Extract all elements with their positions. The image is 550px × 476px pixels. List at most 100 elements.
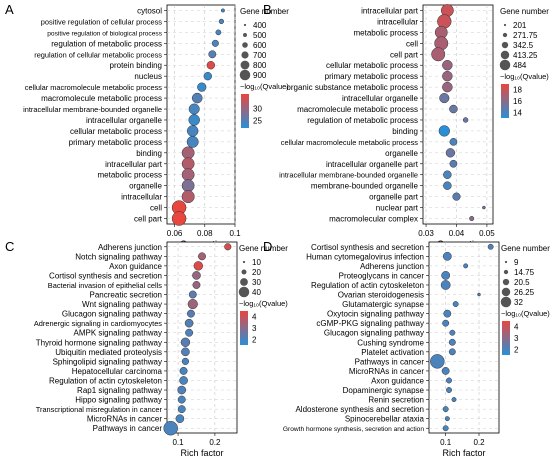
x-tick-label: 0.1 [172,438,184,447]
category-label: organelle part [369,193,419,202]
category-label: intracellular organelle part [326,160,419,169]
category-label: nuclear part [376,204,419,213]
size-legend-label: 40 [252,288,261,297]
size-legend-dot [239,69,251,81]
data-point [197,82,207,92]
data-point [441,367,450,375]
category-label: cell [406,39,418,48]
category-label: organelle [129,182,162,191]
data-point [448,348,456,356]
category-label: MicroRNAs in cancer [87,415,162,424]
data-point [444,416,450,422]
category-label: cGMP-PKG signaling pathway [316,319,424,328]
category-label: macromolecular complex [329,215,418,224]
panel-label: B [263,2,272,17]
x-tick-label: 0.05 [479,229,495,238]
category-label: Axon guidance [109,262,162,271]
category-label: Hippo signaling pathway [75,396,162,405]
category-label: Sphingolipid signaling pathway [53,357,162,366]
category-label: binding [136,149,162,158]
color-legend-title: −log₁₀(Qvalue) [500,72,549,81]
colorbar [241,94,249,128]
category-label: cytosol [137,6,162,15]
data-point [191,92,203,104]
data-point [188,103,200,115]
category-label: Growth hormone synthesis, secretion and … [283,426,424,433]
size-legend-label: 413.25 [513,51,538,60]
data-point [440,280,451,290]
data-point [449,138,458,146]
data-point [462,117,469,123]
size-legend-dot [502,32,508,38]
category-label: metabolic process [354,28,418,37]
colorbar-tick-label: 4 [514,323,519,332]
category-label: nucleus [134,72,162,81]
category-label: Adherens junction [98,243,162,252]
data-point [442,406,449,413]
data-point [192,271,201,280]
data-point [186,125,199,137]
x-tick-label: 0.1 [229,229,241,238]
size-legend-label: 30 [252,278,261,287]
size-legend-dot [501,41,509,49]
data-point [192,281,201,289]
data-point [215,29,222,36]
x-tick-label: 0.06 [167,229,183,238]
data-point [181,168,195,182]
size-legend-title: Gene number [239,244,288,253]
size-legend-label: 32 [514,298,523,307]
data-point [446,387,452,393]
colorbar-tick-label: 18 [513,86,522,95]
data-point [185,328,194,337]
colorbar-tick-label: 30 [253,105,262,114]
category-label: cellular macromolecule metabolic process [25,83,162,92]
colorbar-tick-label: 3 [252,324,257,333]
data-point [203,72,212,81]
data-point [442,319,450,327]
category-label: Pathways in cancer [355,357,425,366]
data-point [187,299,198,310]
category-label: Rap1 signaling pathway [77,386,162,395]
data-point [177,405,186,414]
size-legend-label: 900 [253,71,267,80]
category-label: intracellular [121,193,162,202]
data-point [451,397,457,403]
color-legend-title: −log₁₀(Qvalue) [239,299,288,308]
size-legend-dot [243,23,247,27]
category-label: intracellular organelle [86,116,163,125]
size-legend-dot [502,278,510,286]
category-label: cell part [390,50,419,59]
category-label: regulation of cellular metabolic process [34,50,162,59]
size-legend-label: 26.25 [514,288,535,297]
data-point [442,70,453,82]
size-legend-dot [238,286,250,298]
data-point [175,414,185,423]
size-legend-dot [240,60,250,70]
data-point [443,181,452,190]
data-point [442,59,453,71]
plot-frame [166,241,238,434]
data-point [186,135,199,148]
colorbar-tick-label: 25 [253,117,262,126]
size-legend-label: 600 [253,41,267,50]
size-legend-title: Gene number [500,7,549,16]
category-label: binding [392,127,418,136]
category-label: Proteoglycans in cancer [339,271,425,280]
category-label: intracellular part [105,160,163,169]
size-legend-dot [501,287,511,297]
panel-label: A [5,2,14,17]
colorbar-tick-label: 14 [513,108,522,117]
category-label: Cortisol synthesis and secretion [311,243,424,252]
category-label: Platelet activation [361,348,424,357]
plot-frame [428,241,500,434]
data-point [218,18,225,25]
data-point [184,318,194,328]
category-label: organic substance metabolic process [286,83,418,92]
data-point [180,337,191,347]
x-axis-title: Rich factor [442,448,485,458]
data-point [220,8,225,13]
category-label: Glutamatergic synapse [342,300,424,309]
panel-label: C [5,239,14,254]
